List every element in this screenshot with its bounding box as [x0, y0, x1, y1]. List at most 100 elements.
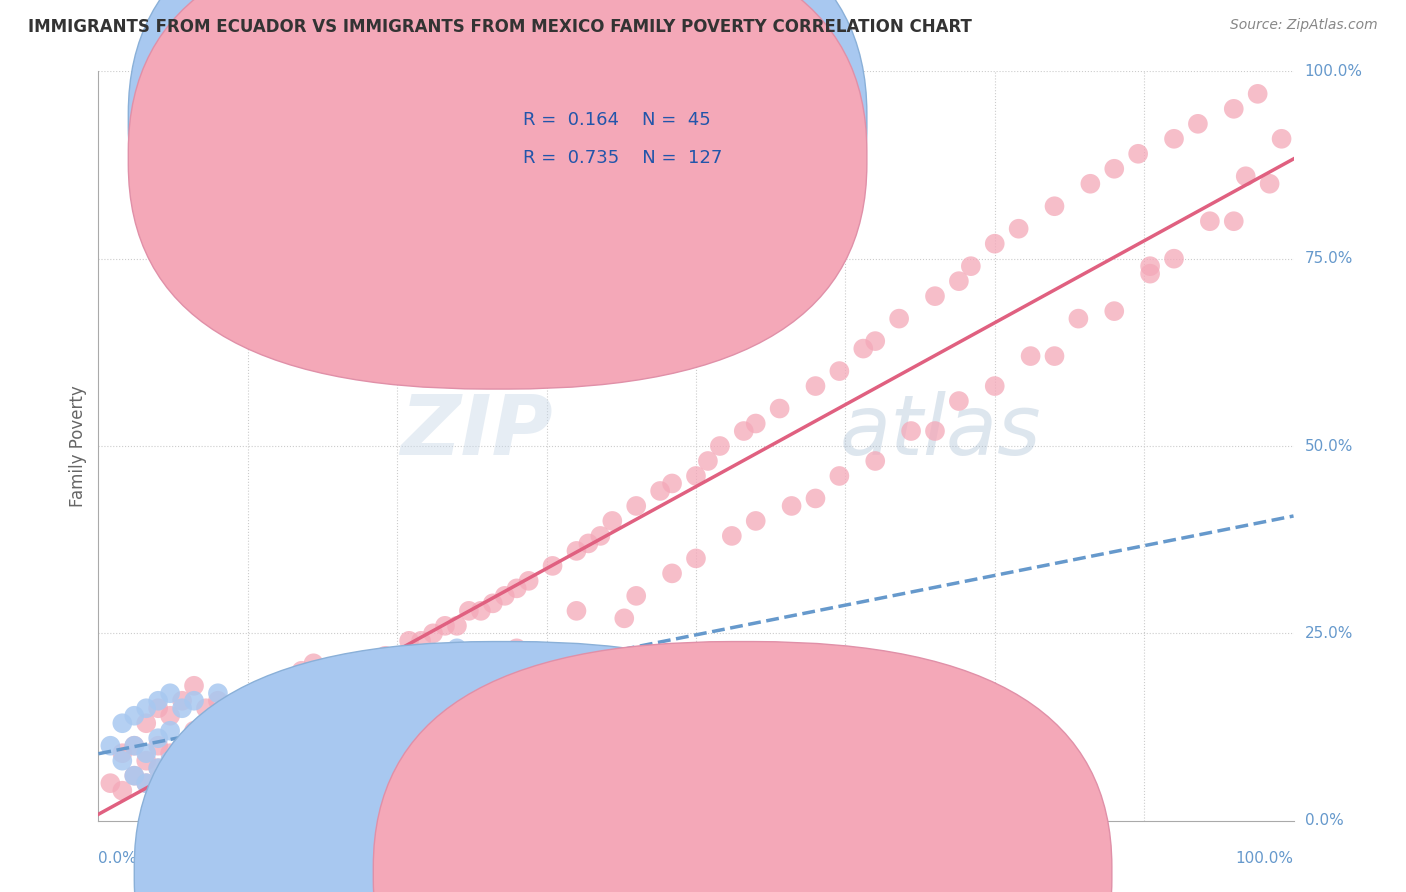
Point: [207, 739, 229, 753]
Point: [1139, 267, 1161, 281]
Point: [135, 776, 157, 790]
Point: [626, 589, 648, 603]
Point: [291, 723, 314, 738]
Point: [350, 671, 373, 685]
Point: [541, 558, 564, 573]
Point: [589, 529, 612, 543]
Point: [302, 708, 325, 723]
Point: [183, 679, 205, 693]
Point: [172, 694, 194, 708]
Point: [721, 529, 744, 543]
Point: [326, 739, 349, 753]
Text: atlas: atlas: [839, 391, 1040, 472]
Point: [1043, 199, 1066, 213]
FancyBboxPatch shape: [128, 0, 868, 389]
Point: [148, 739, 170, 753]
Point: [565, 544, 588, 558]
Point: [243, 783, 266, 797]
Point: [183, 761, 205, 775]
Point: [183, 731, 205, 746]
Point: [924, 289, 946, 303]
Point: [135, 754, 157, 768]
Point: [661, 723, 683, 738]
Point: [124, 708, 146, 723]
Point: [207, 686, 229, 700]
Point: [984, 379, 1007, 393]
Point: [804, 379, 827, 393]
Point: [470, 604, 492, 618]
Point: [733, 424, 755, 438]
Point: [398, 633, 420, 648]
Text: R =  0.164    N =  45: R = 0.164 N = 45: [523, 112, 710, 129]
Point: [350, 671, 373, 685]
Point: [267, 679, 290, 693]
Point: [458, 604, 481, 618]
Point: [1043, 349, 1066, 363]
Point: [124, 739, 146, 753]
Point: [446, 664, 468, 678]
Point: [709, 439, 731, 453]
Point: [148, 761, 170, 775]
Point: [278, 731, 301, 746]
Point: [1223, 214, 1246, 228]
Point: [135, 776, 157, 790]
Point: [195, 746, 218, 760]
Point: [697, 454, 720, 468]
Point: [602, 514, 624, 528]
Point: [267, 739, 290, 753]
Point: [1187, 117, 1209, 131]
Point: [828, 364, 851, 378]
Point: [865, 334, 887, 348]
FancyBboxPatch shape: [128, 0, 868, 351]
Point: [159, 754, 181, 768]
Point: [254, 708, 277, 723]
Point: [231, 708, 253, 723]
Point: [219, 754, 242, 768]
Point: [578, 536, 600, 550]
Point: [1139, 259, 1161, 273]
Point: [374, 648, 396, 663]
Point: [159, 776, 181, 790]
Point: [243, 723, 266, 738]
Point: [183, 776, 205, 790]
Point: [685, 551, 707, 566]
Point: [254, 686, 277, 700]
Point: [267, 716, 290, 731]
Point: [1223, 102, 1246, 116]
Point: [780, 499, 803, 513]
Text: Immigrants from Ecuador: Immigrants from Ecuador: [523, 865, 718, 880]
Point: [111, 716, 134, 731]
Point: [1258, 177, 1281, 191]
Point: [434, 619, 457, 633]
Point: [111, 754, 134, 768]
Y-axis label: Family Poverty: Family Poverty: [69, 385, 87, 507]
Point: [148, 694, 170, 708]
Point: [1067, 311, 1090, 326]
Text: 100.0%: 100.0%: [1236, 851, 1294, 866]
Text: IMMIGRANTS FROM ECUADOR VS IMMIGRANTS FROM MEXICO FAMILY POVERTY CORRELATION CHA: IMMIGRANTS FROM ECUADOR VS IMMIGRANTS FR…: [28, 18, 972, 36]
Point: [243, 694, 266, 708]
Point: [626, 499, 648, 513]
Point: [506, 641, 529, 656]
Point: [231, 761, 253, 775]
Point: [494, 589, 516, 603]
Point: [207, 739, 229, 753]
Point: [111, 746, 134, 760]
Point: [984, 236, 1007, 251]
Point: [648, 483, 672, 498]
FancyBboxPatch shape: [457, 87, 815, 199]
Point: [1163, 132, 1185, 146]
Point: [124, 769, 146, 783]
Point: [124, 739, 146, 753]
Point: [159, 708, 181, 723]
Point: [135, 701, 157, 715]
Point: [183, 754, 205, 768]
Point: [172, 769, 194, 783]
Point: [172, 739, 194, 753]
Point: [302, 657, 325, 671]
Point: [1128, 146, 1150, 161]
Point: [111, 783, 134, 797]
Point: [135, 746, 157, 760]
Point: [960, 259, 983, 273]
Point: [315, 686, 337, 700]
